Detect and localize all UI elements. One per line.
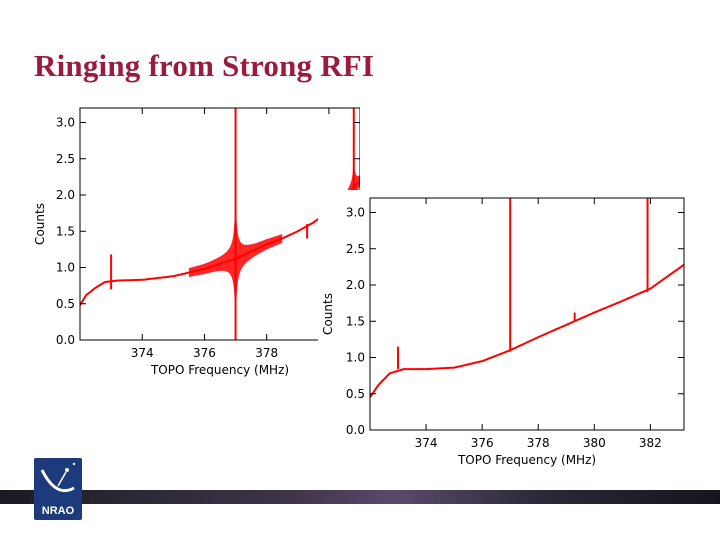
plot-area <box>370 198 684 398</box>
chart-panel-ringing: 0.00.51.01.52.02.53.0374376378380TOPO Fr… <box>30 100 360 385</box>
chart-panel-clean: 0.0 0.5 1.0 1.5 2.0 2.5 3.0 374 376 378 380 382 TOPO… <box>318 190 690 480</box>
y-tick-label: 2.5 <box>346 242 365 256</box>
radio-telescope-icon <box>40 462 76 493</box>
y-axis-title: Counts <box>33 203 47 245</box>
x-tick-label: 374 <box>131 346 154 360</box>
nrao-logo: NRAO <box>34 458 82 520</box>
y-tick-label: 2.0 <box>56 188 75 202</box>
y-tick-label: 1.5 <box>346 314 365 328</box>
y-axis-title: Counts <box>321 293 335 335</box>
y-tick-label: 1.5 <box>56 224 75 238</box>
slide-title: Ringing from Strong RFI <box>34 48 375 83</box>
x-tick-label: 374 <box>415 436 438 450</box>
footer-band <box>0 490 720 504</box>
x-axis-title: TOPO Frequency (MHz) <box>150 363 289 377</box>
chart-clean: 0.0 0.5 1.0 1.5 2.0 2.5 3.0 374 376 378 380 382 TOPO… <box>321 197 685 467</box>
x-axis-title: TOPO Frequency (MHz) <box>457 453 596 467</box>
plot-frame <box>79 107 360 341</box>
y-tick-label: 2.5 <box>56 152 75 166</box>
y-tick-label: 0.0 <box>346 423 365 437</box>
y-tick-label: 0.0 <box>56 333 75 347</box>
x-tick-label: 380 <box>583 436 606 450</box>
y-tick-label: 3.0 <box>346 206 365 220</box>
y-tick-label: 3.0 <box>56 116 75 130</box>
x-tick-label: 376 <box>193 346 216 360</box>
ringing-envelope-1 <box>342 155 360 221</box>
chart-ringing: 0.00.51.01.52.02.53.0374376378380TOPO Fr… <box>33 107 360 377</box>
y-tick-label: 0.5 <box>346 387 365 401</box>
plot-frame <box>369 197 685 431</box>
x-tick-label: 382 <box>639 436 662 450</box>
series-line <box>370 263 684 398</box>
x-tick-label: 378 <box>255 346 278 360</box>
x-tick-label: 378 <box>527 436 550 450</box>
logo-text: NRAO <box>41 505 75 517</box>
y-tick-label: 0.5 <box>56 297 75 311</box>
y-tick-label: 1.0 <box>346 351 365 365</box>
y-tick-label: 1.0 <box>56 261 75 275</box>
series-line <box>80 179 360 306</box>
y-tick-label: 2.0 <box>346 278 365 292</box>
x-tick-label: 376 <box>471 436 494 450</box>
